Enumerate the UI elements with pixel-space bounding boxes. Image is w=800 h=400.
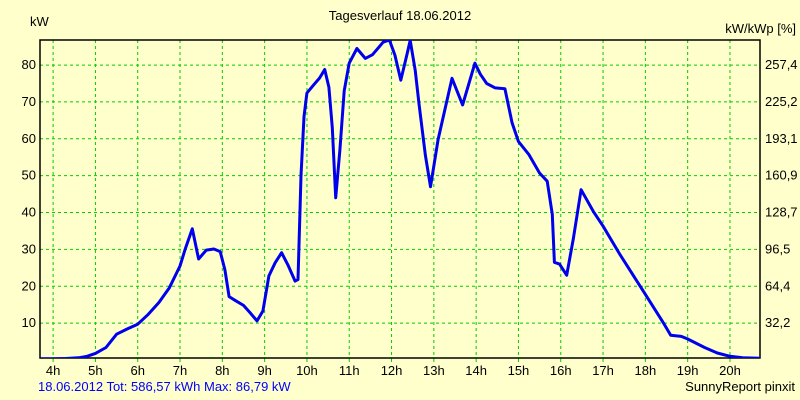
- summary-text: 18.06.2012 Tot: 586,57 kWh Max: 86,79 kW: [38, 379, 291, 394]
- right-axis-unit-label: kW/kWp [%]: [725, 21, 796, 36]
- x-tick-label: 6h: [130, 363, 144, 378]
- y-tick-label-left: 20: [22, 278, 36, 293]
- x-tick-label: 4h: [46, 363, 60, 378]
- x-tick-label: 16h: [550, 363, 572, 378]
- x-tick-label: 10h: [296, 363, 318, 378]
- x-tick-label: 18h: [635, 363, 657, 378]
- y-tick-label-right: 128,7: [765, 205, 798, 220]
- y-tick-label-right: 96,5: [765, 241, 790, 256]
- y-tick-label-right: 225,2: [765, 94, 798, 109]
- x-tick-label: 5h: [88, 363, 102, 378]
- x-tick-label: 20h: [719, 363, 741, 378]
- y-tick-label-left: 80: [22, 57, 36, 72]
- y-tick-label-left: 30: [22, 241, 36, 256]
- power-curve: [40, 40, 760, 358]
- y-tick-label-left: 50: [22, 168, 36, 183]
- y-tick-label-right: 64,4: [765, 278, 790, 293]
- y-tick-label-right: 257,4: [765, 57, 798, 72]
- chart-title: Tagesverlauf 18.06.2012: [328, 8, 472, 23]
- y-tick-label-left: 60: [22, 131, 36, 146]
- x-tick-label: 8h: [215, 363, 229, 378]
- y-tick-label-right: 160,9: [765, 168, 798, 183]
- y-tick-label-right: 32,2: [765, 315, 790, 330]
- x-tick-label: 17h: [592, 363, 614, 378]
- y-tick-label-left: 40: [22, 205, 36, 220]
- x-tick-label: 13h: [423, 363, 445, 378]
- x-tick-label: 14h: [465, 363, 487, 378]
- x-tick-label: 19h: [677, 363, 699, 378]
- left-axis-unit-label: kW: [30, 14, 49, 29]
- x-tick-label: 9h: [257, 363, 271, 378]
- y-tick-label-left: 70: [22, 94, 36, 109]
- y-tick-label-right: 193,1: [765, 131, 798, 146]
- x-tick-label: 11h: [339, 363, 360, 378]
- y-tick-label-left: 10: [22, 315, 36, 330]
- x-tick-label: 15h: [508, 363, 530, 378]
- x-tick-label: 12h: [381, 363, 403, 378]
- credit-text: SunnyReport pinxit: [685, 379, 795, 394]
- plot-frame: [39, 39, 761, 359]
- x-tick-label: 7h: [173, 363, 187, 378]
